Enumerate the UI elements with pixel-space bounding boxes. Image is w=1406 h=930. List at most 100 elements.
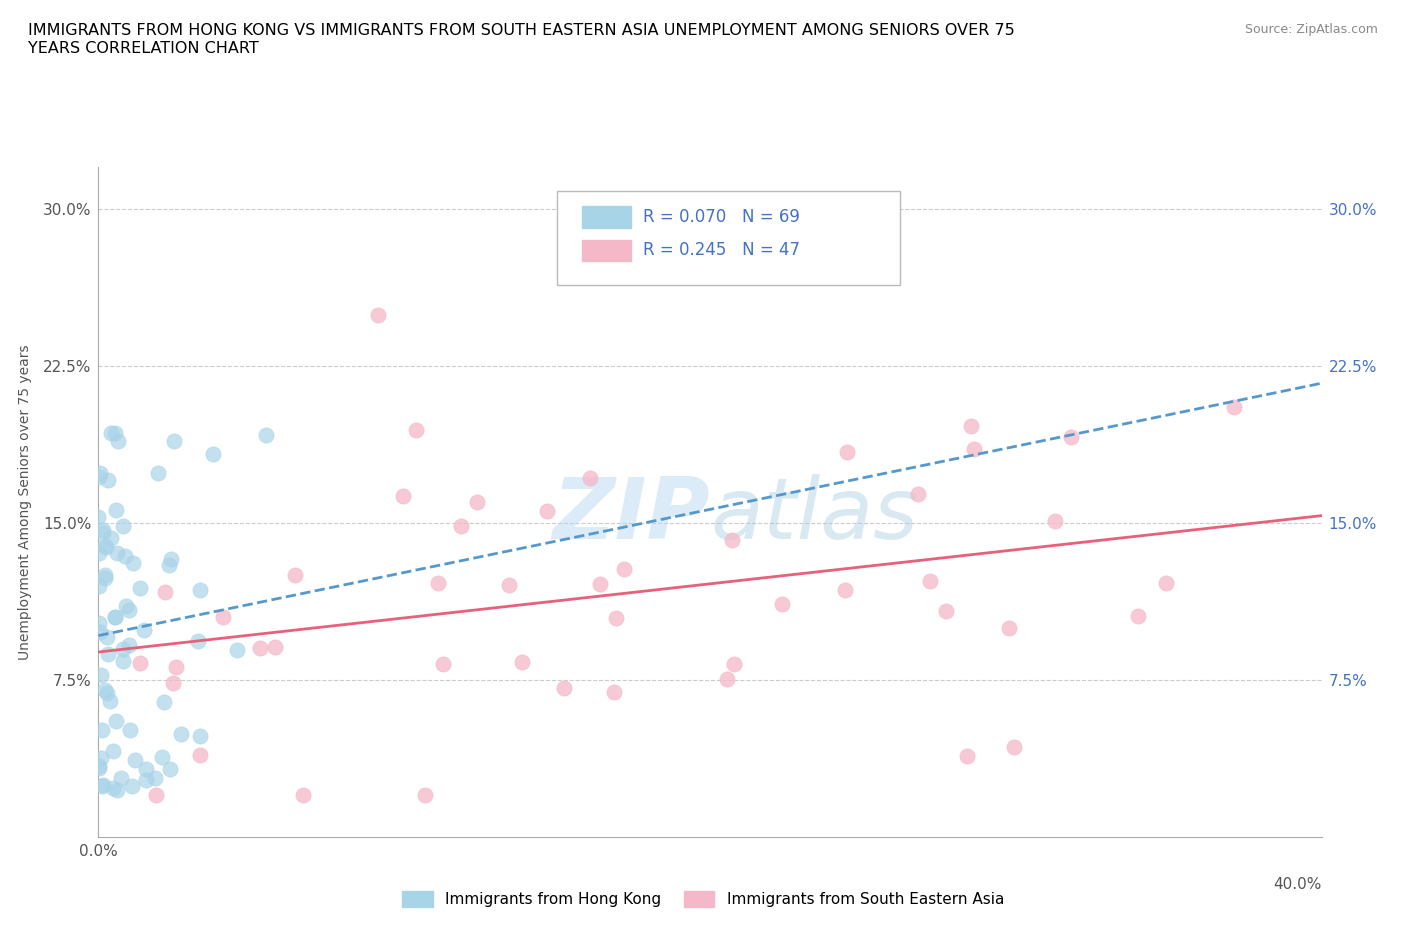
Point bbox=[93, 571, 115, 586]
Point bbox=[249, 641, 271, 656]
Point bbox=[1128, 609, 1150, 624]
Text: atlas: atlas bbox=[710, 474, 918, 557]
Point bbox=[104, 609, 127, 624]
Point bbox=[91, 523, 114, 538]
Point bbox=[115, 598, 138, 613]
Point bbox=[105, 782, 128, 797]
Point bbox=[145, 788, 167, 803]
Point bbox=[1043, 513, 1066, 528]
Point bbox=[152, 695, 174, 710]
Point bbox=[284, 568, 307, 583]
Point bbox=[153, 584, 176, 599]
Point bbox=[98, 694, 121, 709]
Point bbox=[94, 539, 117, 554]
FancyBboxPatch shape bbox=[582, 240, 630, 261]
Point bbox=[997, 621, 1019, 636]
Point bbox=[536, 504, 558, 519]
Point bbox=[135, 762, 157, 777]
Point bbox=[118, 603, 141, 618]
Point bbox=[212, 610, 235, 625]
Point bbox=[834, 582, 856, 597]
Point bbox=[291, 788, 314, 803]
Text: Source: ZipAtlas.com: Source: ZipAtlas.com bbox=[1244, 23, 1378, 36]
Point bbox=[159, 761, 181, 776]
Point bbox=[770, 596, 793, 611]
Point bbox=[89, 465, 111, 480]
Point bbox=[254, 428, 277, 443]
Point bbox=[111, 642, 134, 657]
Point bbox=[94, 539, 117, 554]
Point bbox=[100, 426, 122, 441]
Point bbox=[91, 525, 114, 540]
Point bbox=[89, 470, 111, 485]
Point bbox=[101, 744, 124, 759]
Point bbox=[87, 761, 110, 776]
Point bbox=[114, 549, 136, 564]
Point bbox=[105, 502, 128, 517]
Point bbox=[589, 577, 612, 591]
Point bbox=[105, 545, 128, 560]
Point bbox=[107, 433, 129, 448]
Point bbox=[132, 622, 155, 637]
Point bbox=[188, 729, 211, 744]
Text: R = 0.070   N = 69: R = 0.070 N = 69 bbox=[643, 208, 800, 226]
Point bbox=[97, 646, 120, 661]
Point bbox=[89, 751, 111, 765]
Point bbox=[143, 770, 166, 785]
Point bbox=[716, 671, 738, 686]
Point bbox=[157, 557, 180, 572]
Point bbox=[87, 758, 110, 773]
Point bbox=[1223, 400, 1246, 415]
Point bbox=[578, 471, 600, 485]
Point bbox=[110, 771, 132, 786]
Point bbox=[188, 582, 211, 597]
Point bbox=[104, 425, 127, 440]
Point bbox=[89, 624, 111, 639]
Point bbox=[918, 574, 941, 589]
Point bbox=[100, 530, 122, 545]
Point bbox=[91, 723, 114, 737]
Point bbox=[605, 610, 627, 625]
FancyBboxPatch shape bbox=[557, 191, 900, 285]
Point bbox=[427, 576, 450, 591]
Point bbox=[510, 655, 533, 670]
Point bbox=[160, 552, 183, 567]
Point bbox=[162, 675, 184, 690]
FancyBboxPatch shape bbox=[582, 206, 630, 228]
Point bbox=[129, 656, 152, 671]
Point bbox=[613, 562, 636, 577]
Point bbox=[87, 615, 110, 630]
Text: 40.0%: 40.0% bbox=[1274, 877, 1322, 892]
Point bbox=[89, 578, 111, 593]
Text: R = 0.245   N = 47: R = 0.245 N = 47 bbox=[643, 242, 800, 259]
Point bbox=[187, 633, 209, 648]
Point bbox=[135, 773, 157, 788]
Point bbox=[129, 581, 152, 596]
Point bbox=[413, 788, 436, 803]
Point bbox=[87, 510, 110, 525]
Point bbox=[96, 630, 118, 644]
Point bbox=[150, 750, 173, 764]
Point bbox=[97, 472, 120, 487]
Point bbox=[188, 748, 211, 763]
Point bbox=[163, 433, 186, 448]
Y-axis label: Unemployment Among Seniors over 75 years: Unemployment Among Seniors over 75 years bbox=[18, 344, 32, 660]
Point bbox=[963, 442, 986, 457]
Point bbox=[90, 668, 112, 683]
Point bbox=[602, 684, 624, 699]
Point bbox=[118, 638, 141, 653]
Point bbox=[432, 657, 454, 671]
Point bbox=[1002, 739, 1025, 754]
Point bbox=[1060, 430, 1083, 445]
Point bbox=[201, 446, 224, 461]
Point bbox=[226, 643, 249, 658]
Point bbox=[723, 657, 745, 671]
Legend: Immigrants from Hong Kong, Immigrants from South Eastern Asia: Immigrants from Hong Kong, Immigrants fr… bbox=[396, 884, 1010, 913]
Point bbox=[721, 533, 744, 548]
Point bbox=[96, 685, 118, 700]
Point bbox=[935, 604, 957, 618]
Point bbox=[907, 486, 929, 501]
Point bbox=[264, 639, 287, 654]
Point bbox=[121, 556, 143, 571]
Point bbox=[104, 714, 127, 729]
